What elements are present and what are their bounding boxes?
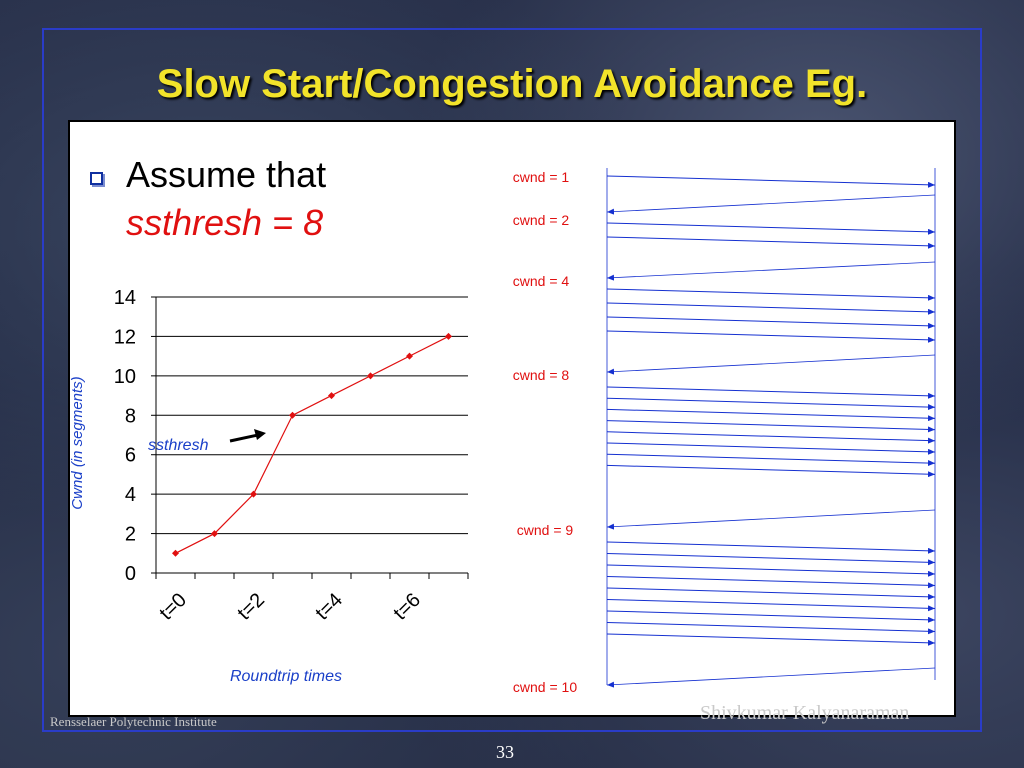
data-point [211,530,218,538]
footer-author: Shivkumar Kalyanaraman [700,702,910,724]
data-point [250,490,257,498]
cwnd-label: cwnd = 1 [513,169,570,185]
y-tick-label: 6 [125,445,136,467]
y-tick-label: 0 [125,563,136,585]
y-axis-label: Cwnd (in segments) [69,376,86,509]
ack-arrow [606,354,936,375]
packet-arrow [606,302,936,315]
data-point [445,332,452,340]
y-tick-label: 8 [125,405,136,427]
packet-arrow [606,408,936,422]
data-point [328,392,335,400]
bullet-square-icon [90,172,103,185]
packet-arrow [606,599,936,612]
packet-arrow [606,541,936,554]
packet-arrow [606,420,936,433]
packet-arrow [606,386,936,399]
footer-institution: Rensselaer Polytechnic Institute [50,714,217,729]
cwnd-label: cwnd = 8 [513,367,570,383]
packet-arrow [606,236,936,249]
content-panel [68,120,956,717]
packet-arrow [606,622,936,635]
packet-arrow [606,464,936,478]
ack-arrow [606,261,936,281]
y-tick-label: 10 [114,366,136,388]
packet-arrow [606,576,936,589]
packet-arrow [606,564,936,577]
packet-arrow [606,453,936,467]
slide-frame [42,28,982,732]
annotation-arrow-head [254,429,266,440]
ack-arrow [606,194,936,215]
packet-arrow [606,175,936,188]
cwnd-label: cwnd = 9 [517,522,574,538]
page-number: 33 [496,742,514,762]
packet-arrow [606,431,936,444]
data-point [172,549,179,557]
y-tick-label: 12 [114,326,136,348]
packet-arrow [606,587,936,600]
cwnd-label: cwnd = 2 [513,212,570,228]
ack-arrow [606,667,936,688]
ack-arrow [606,509,936,530]
packet-arrow [606,610,936,623]
packet-arrow [606,442,936,455]
packet-arrow [606,397,936,411]
cwnd-label: cwnd = 10 [513,679,577,695]
series-line [175,335,449,554]
x-axis-label: Roundtrip times [230,668,342,685]
bullet-emphasis: ssthresh = 8 [126,202,324,243]
annotation-arrow-shaft [229,433,259,443]
ssthresh-annotation: ssthresh [148,437,209,454]
packet-arrow [606,316,936,329]
packet-arrow [606,288,936,301]
y-tick-label: 2 [125,524,136,546]
packet-arrow [606,330,936,343]
packet-arrow [606,633,936,646]
cwnd-label: cwnd = 4 [513,273,570,289]
data-point [406,352,413,360]
y-tick-label: 4 [125,484,136,506]
bullet-text: Assume that [126,154,327,195]
packet-arrow [606,222,936,235]
data-point [289,411,296,419]
y-tick-label: 14 [114,287,136,309]
slide-title: Slow Start/Congestion Avoidance Eg. [156,62,868,106]
packet-arrow [606,553,936,566]
data-point [367,372,374,380]
